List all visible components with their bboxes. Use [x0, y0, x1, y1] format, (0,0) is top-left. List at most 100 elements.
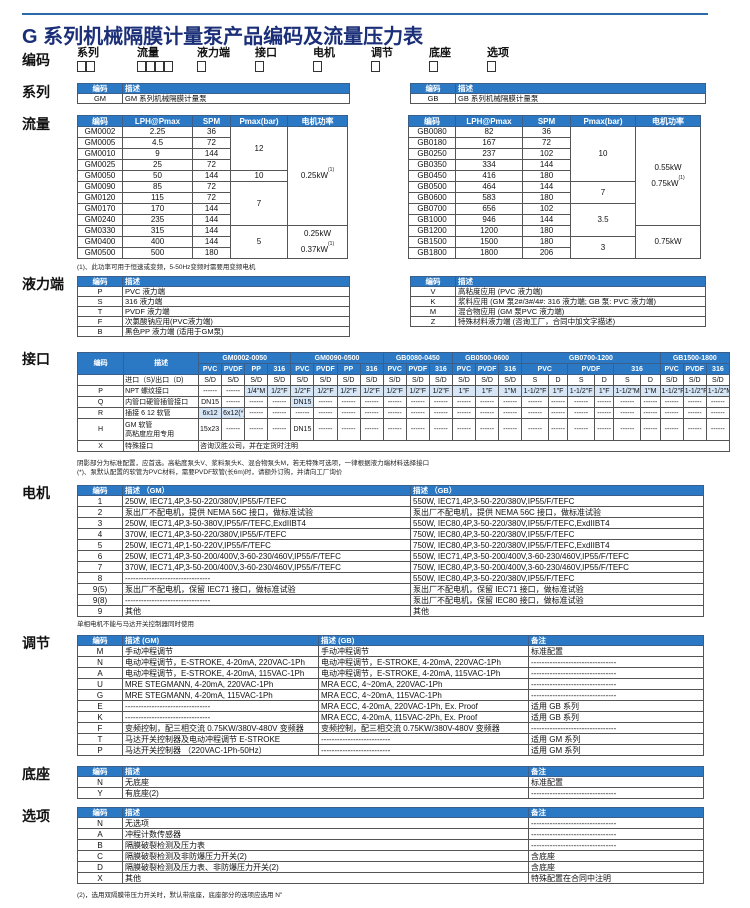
- header-cell: 描述: [122, 276, 350, 287]
- footnote-marker: (1): [328, 167, 335, 173]
- code-cell: M: [410, 306, 456, 317]
- connection-cell: 1-1/2"F: [659, 385, 684, 397]
- desc-cell: 泵出厂不配电机，保留 IEC80 接口，做标准试验: [410, 594, 704, 606]
- desc-cell: 有底座(2): [122, 787, 529, 799]
- header-row: 编码 描述 备注: [77, 766, 704, 777]
- desc-cell: 高粘度应用 (PVC 液力端): [455, 286, 706, 297]
- desc-cell: 无底座: [122, 776, 529, 788]
- lph: 167: [455, 137, 523, 149]
- power-value: 0.25kW: [300, 171, 328, 180]
- code-box-input[interactable]: [429, 61, 438, 72]
- flow-footnote: (1)、此功率可用于恒速或变频，5-50Hz变频时需要用变频电机: [77, 264, 256, 271]
- motor-table: 编码 描述 （GM） 描述 （GB） 1 250W, IEC71,4P,3-50-220…: [77, 485, 704, 617]
- table-row: Q 内管口硬管插管接口 DN15 ------ ------ ------ DN15 ----…: [76, 396, 731, 408]
- options-footnote: (2)，选用双隔膜带压力开关时，默认带底座，底座部分的选项应选用 N": [77, 892, 283, 899]
- liquid-end-table-right: 编码 描述 V 高粘度应用 (PVC 液力端) K 浆料应用 (GM 泵2#/3#/4#:…: [410, 276, 706, 327]
- code-cell: S: [77, 296, 123, 307]
- header-cell: 备注: [528, 635, 704, 646]
- connection-cell: ------: [382, 418, 407, 441]
- code-box-input[interactable]: [313, 61, 322, 72]
- desc-cell: 250W, IEC71,4P,3-50-220/380V,IP55/F/TEFC: [122, 495, 411, 507]
- desc-cell: 马达开关控制器及电动冲程调节 E-STROKE: [122, 733, 319, 745]
- section-options: 选项: [22, 808, 50, 824]
- desc-cell: 隔膜破裂检测及压力表: [122, 839, 529, 851]
- connection-cell: 1"M: [640, 385, 661, 397]
- connection-cell: ------: [451, 396, 477, 408]
- connection-cell: ------: [405, 396, 430, 408]
- table-row: N 无底座 标准配置: [77, 776, 704, 788]
- table-row: U MRE STEGMANN, 4-20mA, 220VAC-1Ph MRA ECC…: [77, 678, 704, 690]
- material-header: PVC: [521, 363, 569, 375]
- code-box-input[interactable]: [255, 61, 264, 72]
- code-box-input[interactable]: [86, 61, 95, 72]
- connection-cell: ------: [313, 407, 338, 419]
- desc-cell: 370W, IEC71,4P,3-50-220/380V,IP55/F/TEFC: [122, 528, 411, 540]
- desc-cell: --------------------------------: [528, 656, 704, 668]
- liquid-end-table-left: 编码 描述 P PVC 液力端 S 316 液力端 T PVDF 液力端 F 次氯酸钠应用(PVC…: [77, 276, 350, 337]
- connection-cell: 1/2"F: [359, 385, 384, 397]
- code-cell: D: [77, 861, 123, 873]
- code-box-input[interactable]: [164, 61, 173, 72]
- desc-cell: 特殊配置在合同中注明: [528, 872, 704, 884]
- desc-cell: 适用 GM 系列: [528, 744, 704, 756]
- connection-cell: ------: [659, 407, 684, 419]
- connection-cell: 1-1/2"F: [567, 385, 595, 397]
- header-cell: 描述: [122, 807, 529, 818]
- power-value: 0.25kW: [303, 229, 332, 238]
- connection-cell: ------: [451, 418, 477, 441]
- code-box-input[interactable]: [137, 61, 146, 72]
- merged-cell: 咨询汉胜公司，并在定货时注明: [198, 440, 730, 452]
- table-row: 9 其他 其他: [77, 605, 704, 617]
- table-row: Y 有底座(2) --------------------------------: [77, 787, 704, 799]
- connection-cell: 1"F: [451, 385, 477, 397]
- material-header: PVDF: [475, 363, 500, 375]
- connection-cell: 6x12(*): [221, 407, 246, 419]
- material-header: 316: [705, 363, 731, 375]
- spm: 180: [522, 170, 571, 182]
- table-row: 9(8) -------------------------------- 泵出厂不…: [77, 594, 704, 606]
- desc-cell: PVDF 液力端: [122, 306, 350, 317]
- code-field-label: 选项: [487, 47, 509, 59]
- connection-cell: ------: [290, 407, 315, 419]
- table-row: 5 250W, IEC71,4P,1-50-220V,IP55/F/TEFC 750…: [77, 539, 704, 551]
- code-cell: K: [410, 296, 456, 307]
- code-box-input[interactable]: [197, 61, 206, 72]
- desc-cell: 次氯酸钠应用(PVC液力端): [122, 316, 350, 327]
- spm: 102: [522, 148, 571, 160]
- desc-cell: 含底座: [528, 850, 704, 862]
- header-cell: 编码: [77, 485, 123, 496]
- model-code: GM0002: [77, 126, 123, 138]
- desc-cell: 标准配置: [528, 776, 704, 788]
- desc-cell: 标准配置: [528, 645, 704, 657]
- table-row: GB0500 464 144 7: [408, 181, 701, 204]
- code-boxes: [77, 61, 99, 72]
- top-rule: [22, 13, 708, 15]
- code-field: 液力端: [197, 44, 230, 72]
- code-cell: 1: [77, 495, 123, 507]
- connection-cell: ------: [475, 407, 500, 419]
- desc-cell: 电动冲程调节，E-STROKE, 4-20mA, 220VAC-1Ph: [318, 656, 529, 668]
- table-row: GM0025 25 72: [77, 159, 348, 171]
- lph: 4.5: [122, 137, 193, 149]
- connection-cell: S/D: [682, 374, 707, 386]
- desc-cell: GM 系列机械隔膜计量泵: [122, 93, 350, 104]
- header-cell: 编码: [408, 115, 456, 127]
- table-row: F 次氯酸钠应用(PVC液力端): [77, 316, 350, 327]
- model-group-header: GB0080-0450: [382, 352, 453, 364]
- code-box-input[interactable]: [487, 61, 496, 72]
- code-cell: Z: [410, 316, 456, 327]
- connection-cell: ------: [659, 418, 684, 441]
- connection-cell: S/D: [267, 374, 292, 386]
- code-box-input[interactable]: [146, 61, 155, 72]
- code-box-input[interactable]: [371, 61, 380, 72]
- connection-cell: 1-1/2"M: [705, 385, 731, 397]
- desc-line: 进口（S)/出口（D): [125, 376, 184, 384]
- code-box-input[interactable]: [155, 61, 164, 72]
- connection-cell: 15x23 9x12: [198, 418, 223, 441]
- material-header: PVC: [382, 363, 407, 375]
- code-box-input[interactable]: [77, 61, 86, 72]
- desc-cell: 550W, IEC80,4P,3-50-220/380V,IP55/F/TEFC: [410, 572, 704, 584]
- connection-cell: ------: [521, 418, 549, 441]
- code-cell: GM: [77, 93, 123, 104]
- desc-cell: --------------------------------: [122, 711, 319, 723]
